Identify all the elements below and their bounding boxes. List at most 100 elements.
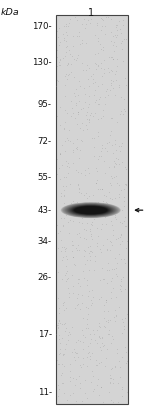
Point [124,108,127,115]
Point [84,334,86,341]
Point [95,204,97,211]
Point [56,54,58,61]
Point [62,300,64,306]
Point [96,116,99,122]
Point [97,95,100,102]
Point [121,45,123,52]
Text: kDa: kDa [1,8,20,17]
Point [82,247,85,254]
Point [88,119,91,126]
Point [63,215,65,222]
Point [120,256,123,263]
Point [108,139,110,146]
Point [114,306,116,313]
Point [55,47,58,54]
Point [119,282,121,289]
Point [56,63,58,69]
Point [65,70,68,77]
Point [104,299,107,306]
Point [64,93,66,100]
Point [103,94,106,101]
Point [98,320,101,327]
Point [76,275,79,282]
Point [56,77,58,84]
Point [102,66,105,73]
Point [91,192,94,198]
Point [97,376,100,383]
Point [92,80,94,87]
Point [124,180,127,187]
Point [120,94,122,100]
Point [120,393,123,399]
Point [76,181,79,187]
Point [121,330,124,337]
Point [98,296,100,302]
Point [61,256,63,263]
Point [94,164,97,171]
Point [99,384,102,390]
Point [62,221,64,228]
Point [121,159,123,166]
Point [79,362,81,368]
Point [105,354,108,361]
Ellipse shape [68,204,114,216]
Point [94,337,96,344]
Point [118,251,121,257]
Point [114,363,116,369]
Point [125,311,128,318]
Point [108,163,110,170]
Point [119,285,121,292]
Point [79,147,82,154]
Point [78,78,81,85]
Point [116,346,118,352]
Point [110,175,113,182]
Point [90,379,92,385]
Point [121,353,123,360]
Point [109,317,111,323]
Point [100,27,103,33]
Point [106,140,108,146]
Point [69,330,72,337]
Point [82,314,84,321]
Point [84,248,86,255]
Point [112,336,114,343]
Point [90,233,93,239]
Point [68,368,71,374]
Point [119,219,122,225]
Point [74,382,76,388]
Point [60,190,62,197]
Point [99,40,101,47]
Point [125,82,127,88]
Point [91,287,94,294]
Point [67,160,70,167]
Point [58,56,61,63]
Point [72,242,75,249]
Point [76,111,79,117]
Point [120,316,123,323]
Point [110,241,113,248]
Point [94,109,96,116]
Point [56,322,58,329]
Point [56,171,59,177]
Point [110,114,112,121]
Point [108,379,111,386]
Point [112,38,115,45]
Ellipse shape [63,203,119,218]
Point [80,364,82,371]
Point [112,56,114,63]
Point [106,245,108,252]
Point [120,278,122,284]
Point [57,34,59,40]
Point [83,275,85,281]
Point [97,334,100,340]
Point [115,76,117,83]
Text: 170-: 170- [32,22,52,31]
Point [64,319,66,326]
Point [112,227,114,234]
Point [59,62,61,68]
Point [115,67,117,74]
Point [64,52,66,59]
Point [114,317,116,324]
Point [91,210,93,217]
Point [70,69,72,76]
